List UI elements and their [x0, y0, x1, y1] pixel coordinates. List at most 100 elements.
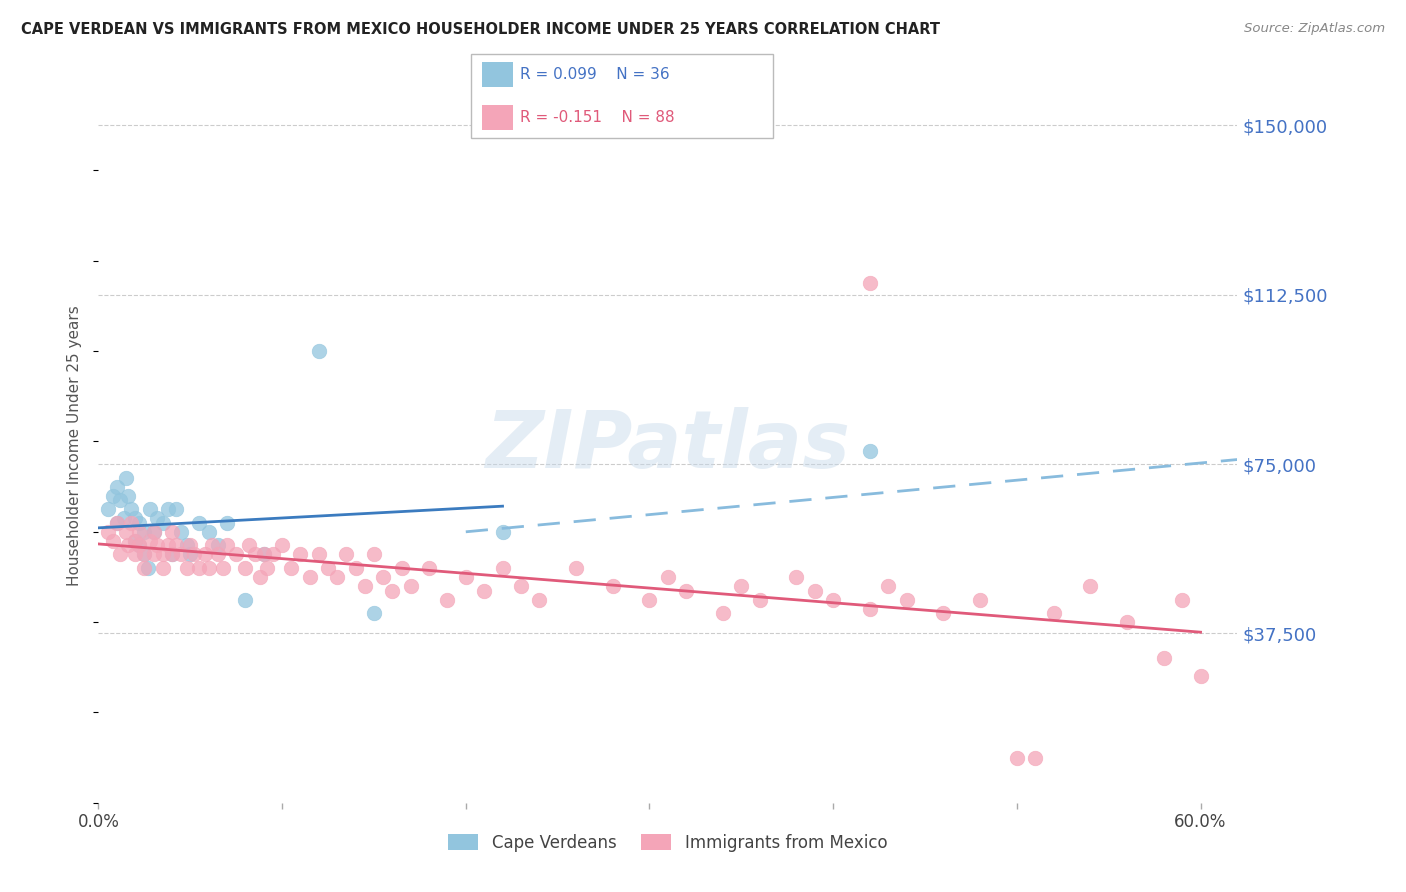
Point	[128, 516, 150, 530]
Point	[117, 489, 139, 503]
Point	[298, 570, 321, 584]
Point	[124, 548, 146, 562]
Point	[110, 548, 132, 562]
Point	[418, 561, 440, 575]
Point	[142, 524, 165, 539]
Point	[271, 538, 294, 552]
Point	[165, 502, 187, 516]
Point	[363, 548, 385, 562]
Point	[1171, 592, 1194, 607]
Point	[201, 538, 224, 552]
Point	[253, 548, 276, 562]
Point	[197, 561, 219, 575]
Point	[859, 277, 882, 291]
Point	[243, 548, 266, 562]
Point	[101, 489, 124, 503]
Y-axis label: Householder Income Under 25 years: Householder Income Under 25 years	[67, 306, 83, 586]
Point	[262, 548, 284, 562]
Point	[110, 493, 132, 508]
Point	[748, 592, 770, 607]
Point	[170, 524, 193, 539]
Point	[529, 592, 551, 607]
Point	[128, 538, 150, 552]
Point	[194, 548, 217, 562]
Point	[256, 561, 278, 575]
Point	[657, 570, 679, 584]
Point	[326, 570, 349, 584]
Point	[105, 516, 128, 530]
Point	[188, 561, 211, 575]
Point	[160, 524, 183, 539]
Point	[859, 443, 882, 458]
Point	[160, 548, 183, 562]
Point	[215, 516, 238, 530]
Point	[170, 548, 193, 562]
Point	[235, 592, 257, 607]
Point	[176, 538, 198, 552]
Point	[290, 548, 312, 562]
Point	[207, 548, 229, 562]
Text: ZIPatlas: ZIPatlas	[485, 407, 851, 485]
Point	[146, 511, 169, 525]
Point	[225, 548, 247, 562]
Text: Source: ZipAtlas.com: Source: ZipAtlas.com	[1244, 22, 1385, 36]
Point	[215, 538, 238, 552]
Point	[128, 524, 150, 539]
Point	[785, 570, 807, 584]
Point	[235, 561, 257, 575]
Legend: Cape Verdeans, Immigrants from Mexico: Cape Verdeans, Immigrants from Mexico	[441, 828, 894, 859]
Text: R = 0.099    N = 36: R = 0.099 N = 36	[520, 67, 669, 82]
Point	[142, 548, 165, 562]
Point	[877, 579, 900, 593]
Text: R = -0.151    N = 88: R = -0.151 N = 88	[520, 110, 675, 125]
Point	[1189, 669, 1212, 683]
Point	[344, 561, 367, 575]
Point	[179, 538, 201, 552]
Point	[932, 606, 955, 620]
Point	[565, 561, 588, 575]
Point	[391, 561, 413, 575]
Point	[117, 538, 139, 552]
Point	[121, 516, 143, 530]
Point	[160, 548, 183, 562]
Point	[823, 592, 845, 607]
Point	[124, 533, 146, 548]
Point	[1042, 606, 1064, 620]
Point	[115, 470, 138, 484]
Point	[176, 561, 198, 575]
Point	[152, 561, 174, 575]
Point	[1116, 615, 1139, 629]
Point	[124, 511, 146, 525]
Point	[1024, 750, 1046, 764]
Point	[1153, 651, 1175, 665]
Point	[249, 570, 271, 584]
Point	[371, 570, 394, 584]
Point	[1078, 579, 1101, 593]
Point	[969, 592, 991, 607]
Point	[207, 538, 229, 552]
Point	[280, 561, 302, 575]
Point	[804, 583, 827, 598]
Point	[1005, 750, 1028, 764]
Point	[472, 583, 495, 598]
Point	[308, 344, 330, 359]
Point	[134, 524, 156, 539]
Point	[128, 538, 150, 552]
Point	[152, 516, 174, 530]
Point	[491, 524, 513, 539]
Point	[97, 524, 120, 539]
Point	[308, 548, 330, 562]
Point	[316, 561, 339, 575]
Point	[101, 533, 124, 548]
Point	[121, 502, 143, 516]
Point	[134, 548, 156, 562]
Point	[179, 548, 201, 562]
Point	[509, 579, 531, 593]
Point	[112, 511, 135, 525]
Point	[134, 548, 156, 562]
Point	[188, 516, 211, 530]
Point	[139, 502, 162, 516]
Point	[491, 561, 513, 575]
Point	[97, 502, 120, 516]
Point	[157, 502, 180, 516]
